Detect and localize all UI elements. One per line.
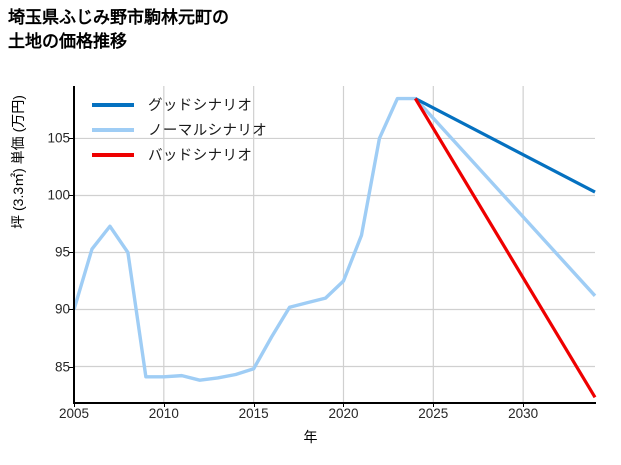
x-axis-tick-label: 2005 [58,406,90,421]
x-axis-label: 年 [303,429,318,445]
y-axis-spine [73,86,75,404]
series-line-bad [413,97,597,399]
legend-item-label: バッドシナリオ [148,148,253,164]
y-axis-tick-label: 85 [54,359,70,374]
x-axis-tick-mark [74,403,75,407]
legend-item[interactable]: バッドシナリオ [92,142,267,167]
legend-color-swatch [92,152,134,157]
y-axis-tick-label: 100 [47,187,70,203]
series-line-normal [72,96,597,382]
x-axis-tick-label: 2015 [238,406,269,421]
x-axis-tick-mark [253,403,255,407]
y-axis-tick-mark [69,309,73,311]
x-axis-tick-mark [433,403,435,407]
x-axis-tick-label: 2020 [328,406,359,421]
page-title: 埼玉県ふじみ野市駒林元町の 土地の価格推移 [8,8,229,52]
y-axis-tick-label: 90 [54,301,70,317]
x-axis-tick-mark [523,403,525,407]
x-axis-spine [73,402,596,404]
series-line-good [414,97,596,194]
chart-legend: グッドシナリオ ノーマルシナリオ バッドシナリオ [92,92,267,167]
y-axis-tick-label: 105 [47,130,70,146]
x-axis-tick-mark [163,403,165,407]
x-axis-tick-label: 2010 [148,406,179,421]
legend-item[interactable]: ノーマルシナリオ [92,117,267,142]
x-axis-tick-mark [343,403,345,407]
y-axis-tick-mark [69,366,73,368]
y-axis-tick-mark [69,195,73,197]
legend-color-swatch [92,127,134,132]
x-axis-tick-label: 2030 [508,406,539,421]
y-axis-tick-label: 95 [54,244,70,260]
legend-color-swatch [92,102,134,107]
legend-item-label: ノーマルシナリオ [148,123,268,139]
y-axis-tick-mark [69,138,73,140]
legend-item-label: グッドシナリオ [148,98,253,114]
x-axis-tick-label: 2025 [418,406,449,421]
legend-item[interactable]: グッドシナリオ [92,92,267,117]
y-axis-tick-mark [69,252,73,254]
y-axis-tick-layer: 85 90 95 100 105 [0,0,70,465]
series-lines [72,96,597,399]
y-axis-label: 坪 (3.3㎡) 単価 (万円) [10,95,26,229]
